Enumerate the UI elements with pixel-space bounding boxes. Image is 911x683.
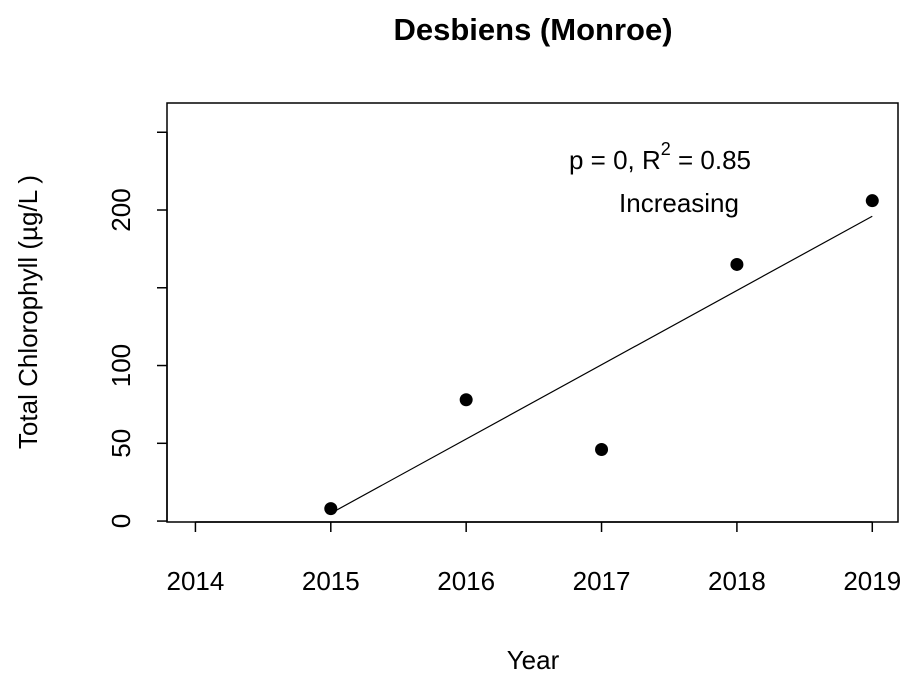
x-tick-label: 2018 [708,566,766,596]
chart-title: Desbiens (Monroe) [393,12,672,47]
y-tick-label: 100 [106,344,136,387]
plot-frame [166,102,899,523]
annotation: p = 0, R2 = 0.85 [569,139,751,175]
x-tick-label: 2014 [167,566,225,596]
x-tick-label: 2015 [302,566,360,596]
annotation-text: p = 0, R [569,145,661,175]
x-tick-label: 2017 [573,566,631,596]
y-tick-label: 50 [106,429,136,458]
trend-label: Increasing [619,188,739,218]
y-tick-label: 200 [106,188,136,231]
annotation-suffix: = 0.85 [671,145,751,175]
point [459,393,473,407]
x-tick-label: 2019 [843,566,901,596]
y-axis-title: Total Chlorophyll (µg/L ) [13,175,43,449]
annotation-superscript: 2 [661,139,671,159]
trend-line [330,215,873,514]
point [324,502,338,516]
point [730,257,744,271]
point [865,194,879,208]
x-axis-title: Year [507,645,560,675]
point [595,443,609,457]
x-tick-label: 2016 [437,566,495,596]
y-tick-label: 0 [106,514,136,528]
